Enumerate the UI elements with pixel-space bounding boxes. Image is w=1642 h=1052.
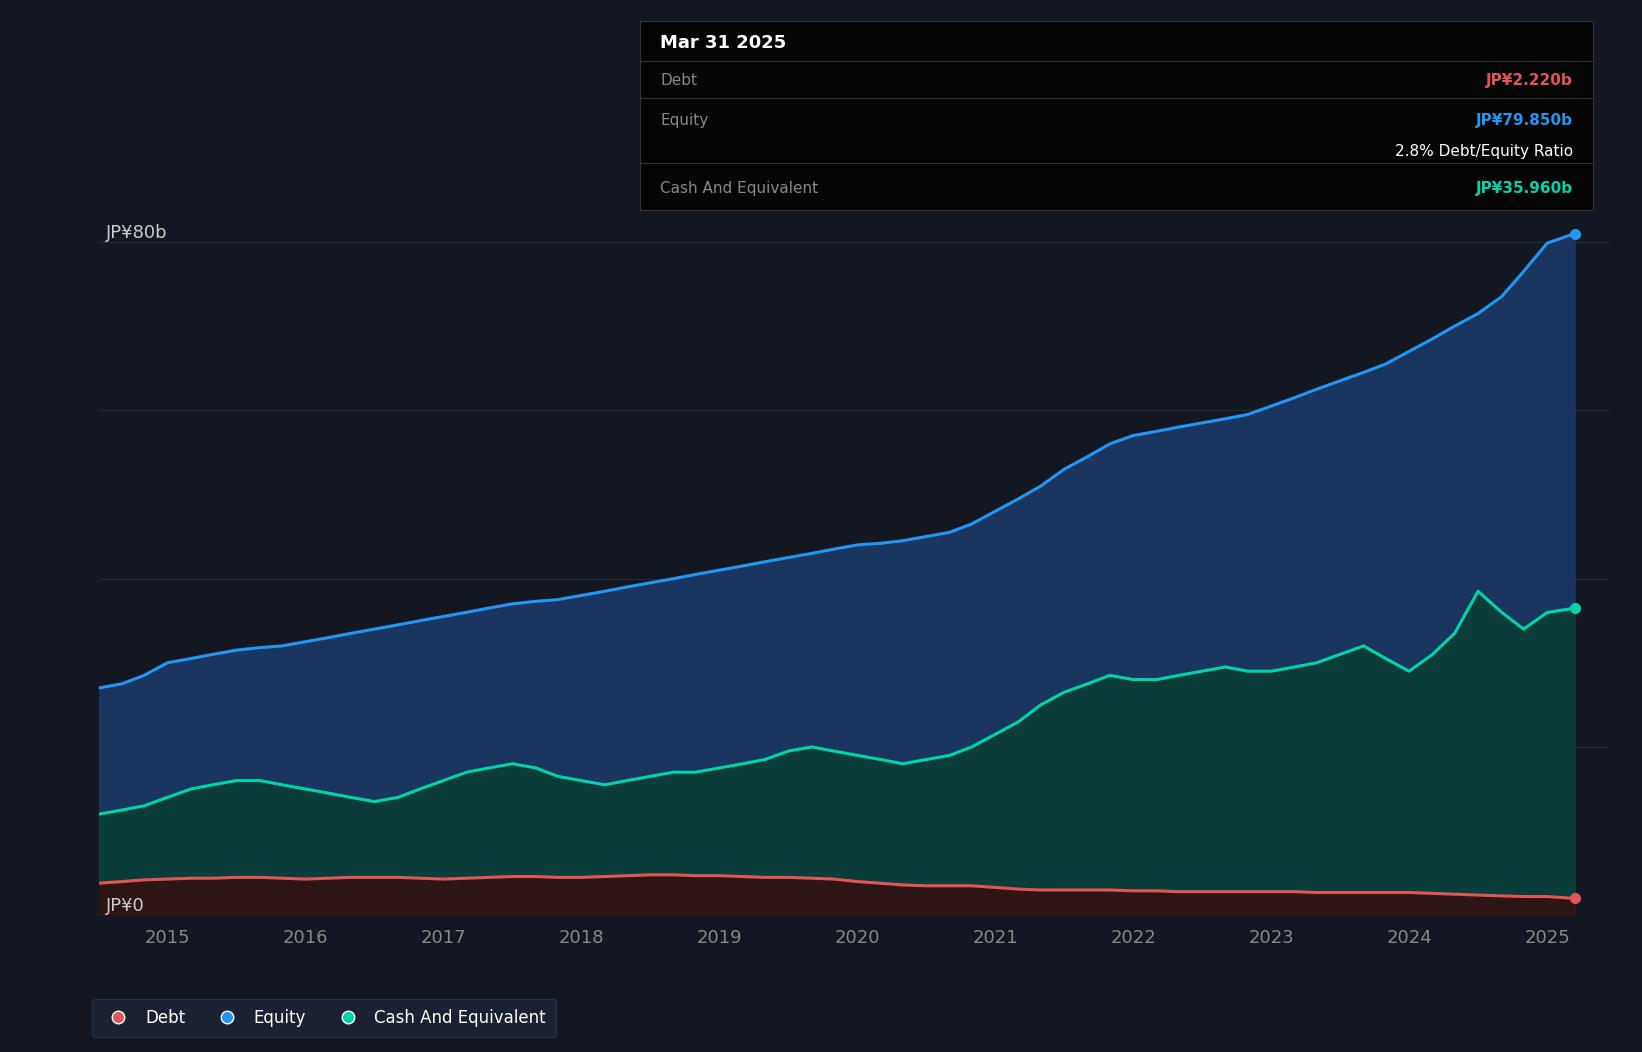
Legend: Debt, Equity, Cash And Equivalent: Debt, Equity, Cash And Equivalent [92, 999, 557, 1037]
Text: JP¥2.220b: JP¥2.220b [1486, 73, 1573, 87]
Text: JP¥79.850b: JP¥79.850b [1476, 113, 1573, 127]
Text: Mar 31 2025: Mar 31 2025 [660, 34, 787, 52]
Text: Debt: Debt [660, 73, 698, 87]
Text: JP¥80b: JP¥80b [107, 224, 167, 242]
Text: JP¥35.960b: JP¥35.960b [1476, 181, 1573, 196]
Text: Equity: Equity [660, 113, 708, 127]
Text: JP¥0: JP¥0 [107, 897, 144, 915]
Text: Cash And Equivalent: Cash And Equivalent [660, 181, 818, 196]
Text: 2.8% Debt/Equity Ratio: 2.8% Debt/Equity Ratio [1396, 144, 1573, 159]
